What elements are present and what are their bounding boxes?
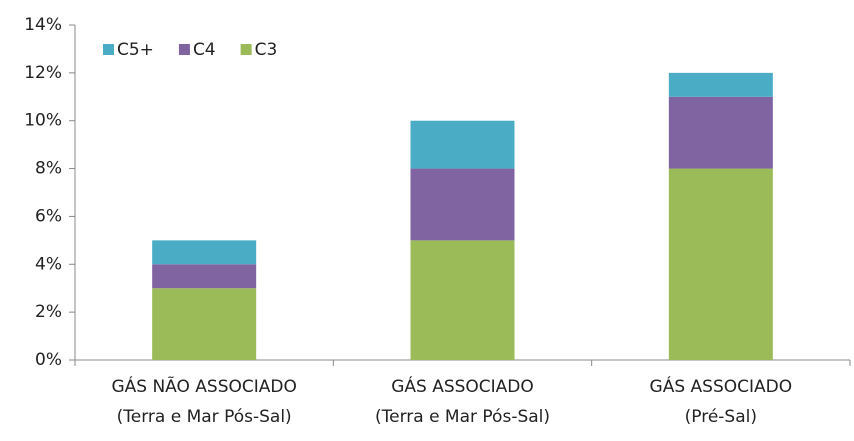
bar-segment <box>152 264 257 289</box>
bar-segment <box>410 240 515 360</box>
x-tick-label: (Terra e Mar Pós-Sal) <box>117 407 292 427</box>
x-tick-label: (Terra e Mar Pós-Sal) <box>375 407 550 427</box>
bar-segment <box>152 288 257 360</box>
y-tick-label: 10% <box>24 111 62 131</box>
bar-segment <box>152 240 257 265</box>
bar-segment <box>668 168 773 360</box>
y-tick-label: 8% <box>35 159 62 179</box>
y-tick-label: 14% <box>24 15 62 35</box>
y-tick-label: 4% <box>35 254 62 274</box>
legend-label: C3 <box>255 40 278 60</box>
x-tick-label: GÁS ASSOCIADO <box>391 375 534 397</box>
legend-label: C5+ <box>117 40 154 60</box>
legend-swatch <box>178 44 190 55</box>
bar-segment <box>410 168 515 241</box>
legend-label: C4 <box>193 40 216 60</box>
y-tick-label: 0% <box>35 350 62 370</box>
legend-swatch <box>103 44 114 55</box>
bar-segment <box>668 96 773 169</box>
legend-swatch <box>240 44 252 55</box>
bar-segment <box>410 120 515 169</box>
y-tick-label: 6% <box>35 206 62 226</box>
x-tick-label: GÁS ASSOCIADO <box>650 375 793 397</box>
y-tick-label: 12% <box>24 63 62 83</box>
bar-segment <box>668 72 773 97</box>
x-tick-label: (Pré-Sal) <box>685 407 757 427</box>
x-tick-label: GÁS NÃO ASSOCIADO <box>111 375 296 397</box>
y-tick-label: 2% <box>35 302 62 322</box>
